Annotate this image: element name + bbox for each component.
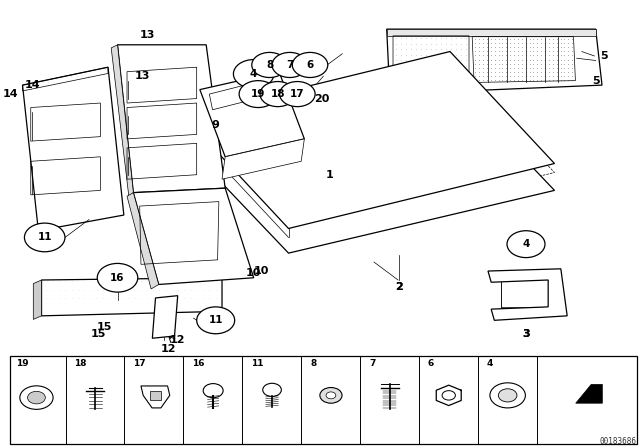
Text: 4: 4 xyxy=(522,239,530,249)
Text: 6: 6 xyxy=(428,359,434,368)
Text: 9: 9 xyxy=(208,118,216,128)
Circle shape xyxy=(263,383,282,396)
Text: 16: 16 xyxy=(192,359,205,368)
Text: 2: 2 xyxy=(396,282,403,292)
Text: 7: 7 xyxy=(369,359,375,368)
Text: 15: 15 xyxy=(91,329,106,339)
Polygon shape xyxy=(387,29,596,36)
Circle shape xyxy=(20,386,53,409)
Polygon shape xyxy=(488,269,567,320)
Text: 18: 18 xyxy=(271,89,285,99)
Text: 11: 11 xyxy=(38,233,52,242)
Polygon shape xyxy=(184,63,554,237)
Polygon shape xyxy=(118,45,225,193)
Circle shape xyxy=(499,389,517,402)
Polygon shape xyxy=(387,29,602,94)
Text: 10: 10 xyxy=(246,268,261,278)
Text: 15: 15 xyxy=(97,322,113,332)
Text: 3: 3 xyxy=(522,329,530,339)
Polygon shape xyxy=(33,280,42,319)
Text: 1: 1 xyxy=(326,170,333,180)
Polygon shape xyxy=(152,296,178,338)
Text: 13: 13 xyxy=(140,30,155,40)
Polygon shape xyxy=(22,67,124,231)
Circle shape xyxy=(280,82,315,107)
Text: 13: 13 xyxy=(135,71,150,81)
Circle shape xyxy=(326,392,336,399)
Polygon shape xyxy=(184,81,554,253)
Text: 18: 18 xyxy=(74,359,87,368)
Text: 8: 8 xyxy=(310,359,316,368)
Text: 4: 4 xyxy=(487,359,493,368)
Polygon shape xyxy=(141,386,170,408)
Text: 12: 12 xyxy=(170,336,186,345)
Polygon shape xyxy=(111,45,133,197)
Text: 19: 19 xyxy=(15,359,28,368)
Text: 00183686: 00183686 xyxy=(600,437,637,446)
Circle shape xyxy=(252,52,287,78)
Circle shape xyxy=(234,60,274,88)
Circle shape xyxy=(28,392,45,404)
Text: 6: 6 xyxy=(307,60,314,70)
Text: 14: 14 xyxy=(3,89,18,99)
Text: 5: 5 xyxy=(600,51,608,61)
Polygon shape xyxy=(127,193,159,289)
Text: 8: 8 xyxy=(266,60,273,70)
Circle shape xyxy=(490,383,525,408)
Text: 11: 11 xyxy=(209,315,223,325)
Text: 11: 11 xyxy=(251,359,264,368)
Circle shape xyxy=(442,391,456,400)
Circle shape xyxy=(320,388,342,403)
Text: 14: 14 xyxy=(24,80,40,90)
Polygon shape xyxy=(42,278,222,316)
Text: 2: 2 xyxy=(396,282,403,292)
Circle shape xyxy=(203,383,223,398)
Text: 5: 5 xyxy=(592,76,600,86)
Polygon shape xyxy=(222,139,305,179)
Text: 16: 16 xyxy=(110,273,125,283)
Polygon shape xyxy=(576,384,602,403)
Circle shape xyxy=(97,263,138,292)
Polygon shape xyxy=(184,52,554,228)
Circle shape xyxy=(196,307,235,334)
Text: 10: 10 xyxy=(253,266,269,276)
Circle shape xyxy=(507,231,545,258)
Polygon shape xyxy=(200,72,305,157)
Text: 7: 7 xyxy=(286,60,294,70)
Circle shape xyxy=(292,52,328,78)
Text: 20: 20 xyxy=(314,94,329,103)
Bar xyxy=(10,356,637,444)
Circle shape xyxy=(272,52,307,78)
Text: 17: 17 xyxy=(133,359,146,368)
Text: 9: 9 xyxy=(212,121,220,130)
Text: 4: 4 xyxy=(250,69,257,79)
Text: 19: 19 xyxy=(251,89,266,99)
Text: 17: 17 xyxy=(290,89,305,99)
Text: 12: 12 xyxy=(161,344,176,354)
Polygon shape xyxy=(133,188,253,284)
Text: 3: 3 xyxy=(522,329,530,339)
Circle shape xyxy=(24,223,65,252)
Circle shape xyxy=(260,82,296,107)
Circle shape xyxy=(239,81,277,108)
Polygon shape xyxy=(150,391,161,400)
